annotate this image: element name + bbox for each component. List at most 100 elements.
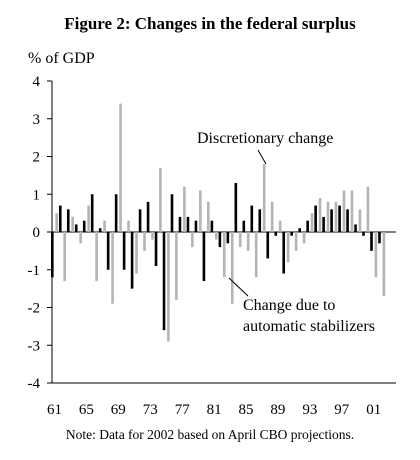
- bar-automatic-1995: [322, 216, 325, 232]
- bar-automatic-1988: [266, 232, 270, 259]
- bar-automatic-1969: [114, 194, 118, 232]
- bar-automatic-1977: [178, 216, 182, 232]
- bar-discretionary-2000: [366, 186, 370, 232]
- bar-discretionary-1987: [262, 164, 266, 232]
- bar-automatic-1998: [346, 209, 349, 232]
- bar-automatic-1996: [330, 209, 333, 232]
- bar-discretionary-1996: [334, 201, 338, 232]
- bar-discretionary-2002: [382, 232, 386, 297]
- bar-discretionary-1991: [294, 232, 298, 251]
- bar-automatic-1980: [202, 232, 206, 282]
- bar-discretionary-1974: [159, 167, 162, 232]
- y-tick-label: -1: [28, 263, 41, 279]
- bar-discretionary-1981: [215, 232, 218, 240]
- bar-automatic-1985: [242, 220, 246, 232]
- bar-automatic-1984: [234, 182, 238, 232]
- bar-automatic-1989: [274, 232, 278, 236]
- bar-discretionary-1997: [342, 190, 346, 232]
- bar-discretionary-1977: [183, 186, 186, 232]
- bar-discretionary-1998: [350, 190, 354, 232]
- annotation-automatic-leader: [228, 277, 249, 297]
- bar-discretionary-1993: [310, 213, 314, 233]
- annotation-automatic: Change due to: [243, 297, 335, 314]
- bar-discretionary-1971: [135, 232, 138, 274]
- bar-automatic-2001: [370, 232, 373, 251]
- bar-discretionary-1982: [222, 232, 226, 278]
- x-tick-label: 01: [366, 402, 381, 418]
- bar-automatic-1986: [250, 205, 254, 232]
- bar-automatic-1983: [226, 232, 230, 244]
- x-tick-label: 61: [47, 402, 62, 418]
- bar-discretionary-1972: [143, 232, 146, 251]
- bar-discretionary-1975: [167, 232, 170, 342]
- x-tick-label: 77: [175, 402, 191, 418]
- annotation-discretionary-leader: [257, 149, 267, 165]
- bar-automatic-1990: [282, 232, 286, 274]
- bar-discretionary-1985: [246, 232, 250, 251]
- bar-automatic-1981: [210, 220, 214, 232]
- bar-discretionary-1976: [175, 232, 178, 300]
- bar-discretionary-1969: [119, 103, 122, 233]
- x-tick-label: 81: [207, 402, 222, 418]
- x-tick-label: 65: [79, 402, 94, 418]
- bar-automatic-1968: [106, 232, 110, 270]
- bar-discretionary-1967: [103, 220, 106, 232]
- bar-automatic-1997: [338, 205, 341, 232]
- bar-discretionary-1979: [199, 190, 202, 232]
- bar-automatic-1987: [258, 209, 262, 232]
- y-tick-label: -4: [28, 376, 41, 392]
- bar-automatic-1972: [138, 209, 142, 232]
- annotation-automatic-line2: automatic stabilizers: [243, 318, 375, 335]
- bar-discretionary-1970: [127, 220, 130, 232]
- bar-discretionary-1994: [318, 198, 322, 232]
- x-tick-label: 85: [239, 402, 254, 418]
- bar-discretionary-1968: [111, 232, 114, 304]
- bar-automatic-1993: [306, 220, 309, 232]
- bar-automatic-1975: [162, 232, 166, 331]
- bar-discretionary-1992: [302, 232, 306, 244]
- y-tick-label: 2: [33, 150, 41, 166]
- bar-automatic-1970: [122, 232, 126, 270]
- bar-automatic-1999: [354, 224, 357, 232]
- chart-note: Note: Data for 2002 based on April CBO p…: [65, 427, 355, 442]
- bar-automatic-1974: [154, 232, 158, 266]
- y-tick-label: -2: [28, 301, 41, 317]
- bar-discretionary-1983: [230, 232, 234, 304]
- x-tick-label: 89: [270, 402, 285, 418]
- bar-discretionary-1965: [87, 205, 90, 232]
- bar-discretionary-1999: [358, 209, 362, 232]
- bar-discretionary-1973: [151, 232, 154, 240]
- y-tick-label: 1: [33, 187, 41, 203]
- bar-automatic-1965: [82, 220, 86, 232]
- bar-automatic-1973: [146, 201, 150, 232]
- bar-automatic-1979: [194, 220, 198, 232]
- x-tick-label: 69: [111, 402, 126, 418]
- y-tick-label: 0: [33, 225, 41, 241]
- bar-discretionary-1963: [71, 216, 74, 232]
- bar-automatic-1966: [90, 194, 94, 232]
- bar-discretionary-1984: [238, 232, 242, 248]
- bar-automatic-1982: [218, 232, 222, 248]
- bar-discretionary-1980: [207, 201, 210, 232]
- bar-discretionary-1978: [191, 232, 194, 248]
- bar-automatic-1991: [290, 232, 293, 236]
- bar-automatic-1978: [186, 216, 190, 232]
- bar-discretionary-1961: [55, 213, 58, 233]
- bar-automatic-1964: [74, 224, 78, 232]
- bar-automatic-1967: [98, 228, 102, 232]
- bar-automatic-1963: [66, 209, 70, 232]
- bar-discretionary-1988: [270, 201, 274, 232]
- bar-discretionary-1995: [326, 201, 330, 232]
- bar-automatic-1962: [58, 205, 62, 232]
- bar-discretionary-1989: [278, 220, 282, 232]
- chart-title: Figure 2: Changes in the federal surplus: [64, 14, 356, 33]
- y-axis-label: % of GDP: [28, 50, 95, 67]
- bar-automatic-1992: [298, 228, 301, 232]
- bar-discretionary-1990: [286, 232, 290, 263]
- bar-discretionary-1964: [79, 232, 82, 244]
- bar-automatic-1976: [170, 194, 174, 232]
- x-tick-label: 73: [143, 402, 158, 418]
- bar-automatic-1961: [51, 232, 54, 278]
- bar-automatic-2002: [378, 232, 381, 244]
